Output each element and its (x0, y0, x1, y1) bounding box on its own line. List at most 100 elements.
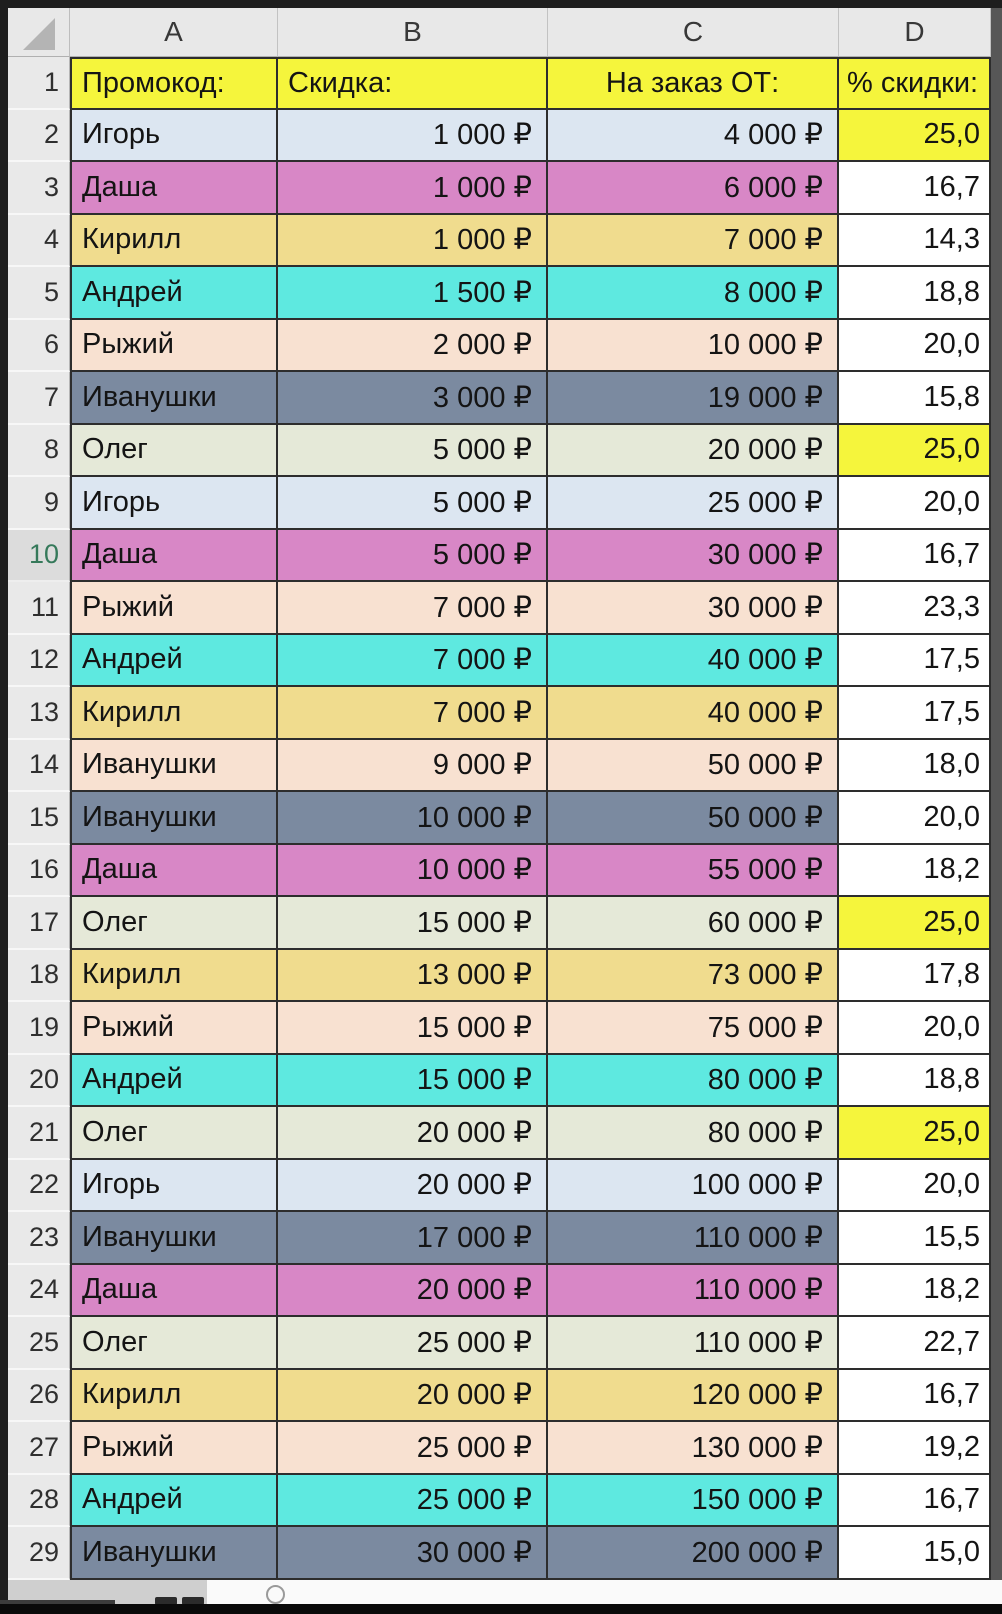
cell-D17[interactable]: 25,0 (839, 897, 991, 950)
cell-D2[interactable]: 25,0 (839, 109, 991, 162)
cell-B9[interactable]: 5 000 ₽ (278, 477, 548, 530)
cell-B15[interactable]: 10 000 ₽ (278, 792, 548, 845)
cell-D13[interactable]: 17,5 (839, 687, 991, 740)
cell-B21[interactable]: 20 000 ₽ (278, 1107, 548, 1160)
cell-C17[interactable]: 60 000 ₽ (548, 897, 839, 950)
cell-A7[interactable]: Иванушки (70, 372, 278, 425)
row-header-8[interactable]: 8 (8, 424, 70, 477)
cell-A18[interactable]: Кирилл (70, 949, 278, 1002)
sheet-tab-partial[interactable] (182, 1596, 204, 1604)
cell-A14[interactable]: Иванушки (70, 739, 278, 792)
cell-C5[interactable]: 8 000 ₽ (548, 267, 839, 320)
cell-A13[interactable]: Кирилл (70, 687, 278, 740)
cell-C8[interactable]: 20 000 ₽ (548, 424, 839, 477)
cell-C15[interactable]: 50 000 ₽ (548, 792, 839, 845)
column-header-B[interactable]: B (278, 8, 548, 57)
select-all-corner[interactable] (8, 8, 70, 57)
cell-B20[interactable]: 15 000 ₽ (278, 1054, 548, 1107)
row-header-24[interactable]: 24 (8, 1264, 70, 1317)
row-header-4[interactable]: 4 (8, 214, 70, 267)
row-header-2[interactable]: 2 (8, 109, 70, 162)
cell-A12[interactable]: Андрей (70, 634, 278, 687)
row-header-23[interactable]: 23 (8, 1212, 70, 1265)
cell-B16[interactable]: 10 000 ₽ (278, 844, 548, 897)
cell-D21[interactable]: 25,0 (839, 1107, 991, 1160)
cell-C26[interactable]: 120 000 ₽ (548, 1369, 839, 1422)
cell-C25[interactable]: 110 000 ₽ (548, 1317, 839, 1370)
cell-C4[interactable]: 7 000 ₽ (548, 214, 839, 267)
cell-B18[interactable]: 13 000 ₽ (278, 949, 548, 1002)
row-header-5[interactable]: 5 (8, 267, 70, 320)
row-header-27[interactable]: 27 (8, 1422, 70, 1475)
cell-A26[interactable]: Кирилл (70, 1369, 278, 1422)
cell-C18[interactable]: 73 000 ₽ (548, 949, 839, 1002)
cell-B24[interactable]: 20 000 ₽ (278, 1264, 548, 1317)
column-header-C[interactable]: C (548, 8, 839, 57)
cell-B10[interactable]: 5 000 ₽ (278, 529, 548, 582)
cell-D6[interactable]: 20,0 (839, 319, 991, 372)
cell-D23[interactable]: 15,5 (839, 1212, 991, 1265)
cell-A2[interactable]: Игорь (70, 109, 278, 162)
cell-A9[interactable]: Игорь (70, 477, 278, 530)
cell-D20[interactable]: 18,8 (839, 1054, 991, 1107)
cell-C27[interactable]: 130 000 ₽ (548, 1422, 839, 1475)
cell-A27[interactable]: Рыжий (70, 1422, 278, 1475)
cell-A6[interactable]: Рыжий (70, 319, 278, 372)
cell-A8[interactable]: Олег (70, 424, 278, 477)
cell-C1[interactable]: На заказ ОТ: (548, 57, 839, 110)
cell-A22[interactable]: Игорь (70, 1159, 278, 1212)
cell-A5[interactable]: Андрей (70, 267, 278, 320)
cell-A17[interactable]: Олег (70, 897, 278, 950)
row-header-9[interactable]: 9 (8, 477, 70, 530)
cell-D25[interactable]: 22,7 (839, 1317, 991, 1370)
cell-D1[interactable]: % скидки: (839, 57, 991, 110)
cell-C13[interactable]: 40 000 ₽ (548, 687, 839, 740)
cell-B28[interactable]: 25 000 ₽ (278, 1474, 548, 1527)
cell-A1[interactable]: Промокод: (70, 57, 278, 110)
cell-B12[interactable]: 7 000 ₽ (278, 634, 548, 687)
cell-C19[interactable]: 75 000 ₽ (548, 1002, 839, 1055)
cell-C2[interactable]: 4 000 ₽ (548, 109, 839, 162)
cell-A23[interactable]: Иванушки (70, 1212, 278, 1265)
cell-B7[interactable]: 3 000 ₽ (278, 372, 548, 425)
cell-D3[interactable]: 16,7 (839, 162, 991, 215)
cell-A19[interactable]: Рыжий (70, 1002, 278, 1055)
cell-C3[interactable]: 6 000 ₽ (548, 162, 839, 215)
cell-D10[interactable]: 16,7 (839, 529, 991, 582)
cell-C14[interactable]: 50 000 ₽ (548, 739, 839, 792)
cell-D11[interactable]: 23,3 (839, 582, 991, 635)
row-header-14[interactable]: 14 (8, 739, 70, 792)
cell-B29[interactable]: 30 000 ₽ (278, 1527, 548, 1580)
cell-C10[interactable]: 30 000 ₽ (548, 529, 839, 582)
row-header-15[interactable]: 15 (8, 792, 70, 845)
cell-C29[interactable]: 200 000 ₽ (548, 1527, 839, 1580)
cell-C22[interactable]: 100 000 ₽ (548, 1159, 839, 1212)
cell-A21[interactable]: Олег (70, 1107, 278, 1160)
cell-A11[interactable]: Рыжий (70, 582, 278, 635)
cell-A3[interactable]: Даша (70, 162, 278, 215)
cell-C11[interactable]: 30 000 ₽ (548, 582, 839, 635)
cell-D7[interactable]: 15,8 (839, 372, 991, 425)
cell-B25[interactable]: 25 000 ₽ (278, 1317, 548, 1370)
cell-C7[interactable]: 19 000 ₽ (548, 372, 839, 425)
row-header-17[interactable]: 17 (8, 897, 70, 950)
cell-B5[interactable]: 1 500 ₽ (278, 267, 548, 320)
cell-D14[interactable]: 18,0 (839, 739, 991, 792)
cell-B27[interactable]: 25 000 ₽ (278, 1422, 548, 1475)
row-header-28[interactable]: 28 (8, 1474, 70, 1527)
cell-B26[interactable]: 20 000 ₽ (278, 1369, 548, 1422)
plus-circle-icon[interactable] (266, 1584, 285, 1604)
cell-C12[interactable]: 40 000 ₽ (548, 634, 839, 687)
cell-C24[interactable]: 110 000 ₽ (548, 1264, 839, 1317)
cell-B17[interactable]: 15 000 ₽ (278, 897, 548, 950)
cell-D19[interactable]: 20,0 (839, 1002, 991, 1055)
cell-B23[interactable]: 17 000 ₽ (278, 1212, 548, 1265)
cell-D4[interactable]: 14,3 (839, 214, 991, 267)
cell-B8[interactable]: 5 000 ₽ (278, 424, 548, 477)
sheet-tab-partial[interactable] (155, 1596, 177, 1604)
row-header-25[interactable]: 25 (8, 1317, 70, 1370)
row-header-26[interactable]: 26 (8, 1369, 70, 1422)
cell-A29[interactable]: Иванушки (70, 1527, 278, 1580)
cell-D29[interactable]: 15,0 (839, 1527, 991, 1580)
row-header-1[interactable]: 1 (8, 57, 70, 110)
